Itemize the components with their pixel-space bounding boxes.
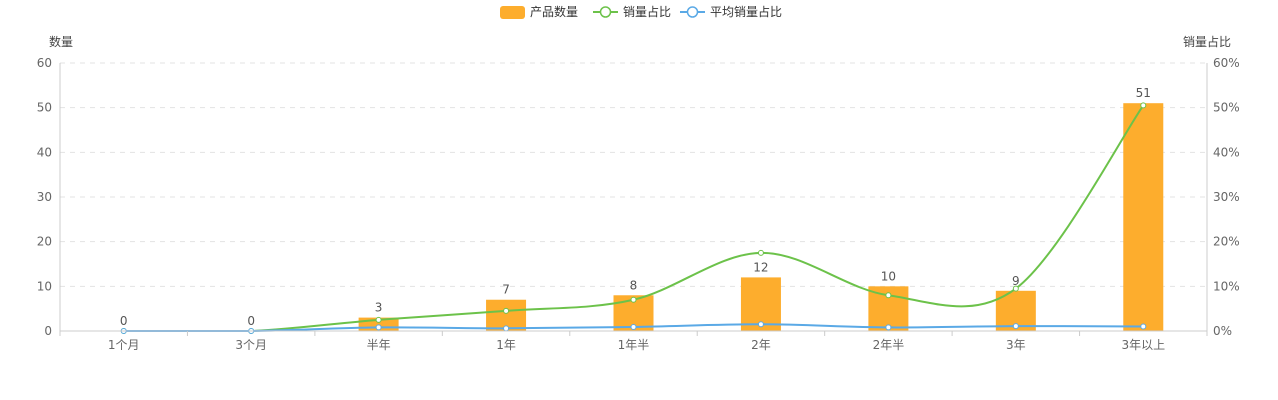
- bar[interactable]: [1123, 103, 1164, 331]
- legend-label[interactable]: 平均销量占比: [710, 4, 782, 19]
- legend-label[interactable]: 产品数量: [530, 4, 578, 19]
- legend-swatch-marker[interactable]: [686, 6, 699, 18]
- sales-share-line[interactable]: [123, 104, 1145, 332]
- y-right-tick-label: 40%: [1213, 145, 1240, 159]
- sales-share-point[interactable]: [375, 316, 382, 323]
- sales-share-point[interactable]: [885, 292, 892, 299]
- avg-sales-share-point[interactable]: [885, 324, 892, 331]
- avg-sales-share-point[interactable]: [757, 321, 764, 328]
- line-series: [120, 102, 1147, 334]
- y-right-axis-title: 销量占比: [1183, 34, 1231, 49]
- y-right-tick-label: 50%: [1213, 101, 1240, 115]
- x-tick-label: 2年半: [873, 338, 905, 352]
- axes: 0 0%10 10%20 20%30 30%40 40%50 50%60 60%1个月 3个月半…: [37, 34, 1240, 352]
- y-right-tick-label: 10%: [1213, 279, 1240, 293]
- bar-value-label: 0: [247, 314, 255, 328]
- x-tick-label: 2年: [751, 338, 771, 352]
- bar-value-label: 0: [120, 314, 128, 328]
- y-left-tick-label: 60: [37, 56, 52, 70]
- bar-value-label: 12: [753, 260, 768, 274]
- y-right-tick-label: 60%: [1213, 56, 1240, 70]
- sales-share-point[interactable]: [630, 296, 637, 303]
- bar-value-label: 8: [630, 278, 638, 292]
- y-left-axis-title: 数量: [49, 34, 73, 49]
- grid-lines: [60, 62, 1207, 287]
- y-right-tick-label: 30%: [1213, 190, 1240, 204]
- x-tick-label: 1年半: [618, 338, 650, 352]
- y-left-tick-label: 30: [37, 190, 52, 204]
- sales-share-point[interactable]: [757, 249, 764, 256]
- y-left-tick-label: 10: [37, 279, 52, 293]
- bar-value-label: 3: [375, 301, 383, 315]
- x-tick-label: 1年: [496, 338, 516, 352]
- x-tick-label: 半年: [367, 338, 391, 352]
- avg-sales-share-point[interactable]: [1012, 323, 1019, 330]
- y-left-tick-label: 0: [44, 324, 52, 338]
- avg-sales-share-point[interactable]: [375, 324, 382, 331]
- y-right-tick-label: 20%: [1213, 235, 1240, 249]
- avg-sales-share-point[interactable]: [630, 323, 637, 330]
- legend-swatch-marker[interactable]: [599, 6, 612, 18]
- y-left-tick-label: 20: [37, 235, 52, 249]
- sales-share-point[interactable]: [1140, 102, 1147, 109]
- legend-swatch-bar[interactable]: [500, 6, 525, 19]
- sales-share-point[interactable]: [503, 307, 510, 314]
- avg-sales-share-point[interactable]: [1140, 323, 1147, 330]
- x-tick-label: 1个月: [108, 338, 140, 352]
- legend-label[interactable]: 销量占比: [623, 4, 671, 19]
- bar-value-label: 10: [881, 269, 896, 283]
- y-left-tick-label: 40: [37, 145, 52, 159]
- bar-value-label: 7: [502, 283, 510, 297]
- x-tick-label: 3个月: [235, 338, 267, 352]
- y-left-tick-label: 50: [37, 101, 52, 115]
- y-right-tick-label: 0%: [1213, 324, 1232, 338]
- data-labels: 0 0 3 7 8 12 10 9 51: [120, 86, 1151, 328]
- x-tick-label: 3年: [1006, 338, 1026, 352]
- bar-value-label: 9: [1012, 274, 1020, 288]
- legend[interactable]: 产品数量 销量占比 平均销量占比: [500, 4, 782, 19]
- x-tick-label: 3年以上: [1121, 338, 1165, 352]
- avg-sales-share-point[interactable]: [503, 325, 510, 332]
- bar-series: [358, 103, 1164, 331]
- bar-value-label: 51: [1136, 86, 1151, 100]
- sales-share-point[interactable]: [1012, 285, 1019, 292]
